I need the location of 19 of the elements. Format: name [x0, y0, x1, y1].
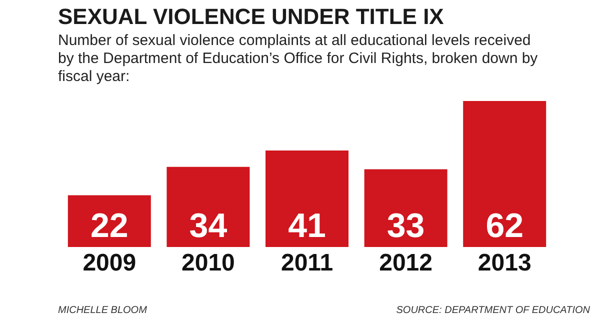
- bar: [463, 101, 546, 247]
- data-label: 41: [288, 207, 326, 245]
- chart-subtitle: Number of sexual violence complaints at all educational levels received by the Department of Education’s Office for Civil Rights, broken down by fiscal year:: [58, 32, 538, 85]
- data-label: 33: [386, 207, 425, 245]
- x-tick-label: 2011: [280, 250, 334, 276]
- x-tick-label: 2013: [478, 250, 532, 276]
- bar: [266, 150, 348, 247]
- x-tick-label: 2010: [182, 250, 235, 276]
- data-label: 22: [90, 207, 128, 245]
- x-tick-label: 2012: [379, 250, 432, 276]
- data-label: 62: [486, 207, 524, 245]
- bar: [166, 166, 250, 247]
- x-tick-label: 2009: [82, 250, 136, 276]
- text: MICHELLE BLOOM: [58, 305, 147, 316]
- bar: [68, 195, 151, 247]
- data-label: 34: [189, 207, 228, 245]
- bar: [364, 169, 448, 247]
- source-note: SOURCE: DEPARTMENT OF EDUCATION: [396, 305, 590, 316]
- chart-title: SEXUAL VIOLENCE UNDER TITLE IX: [58, 4, 444, 29]
